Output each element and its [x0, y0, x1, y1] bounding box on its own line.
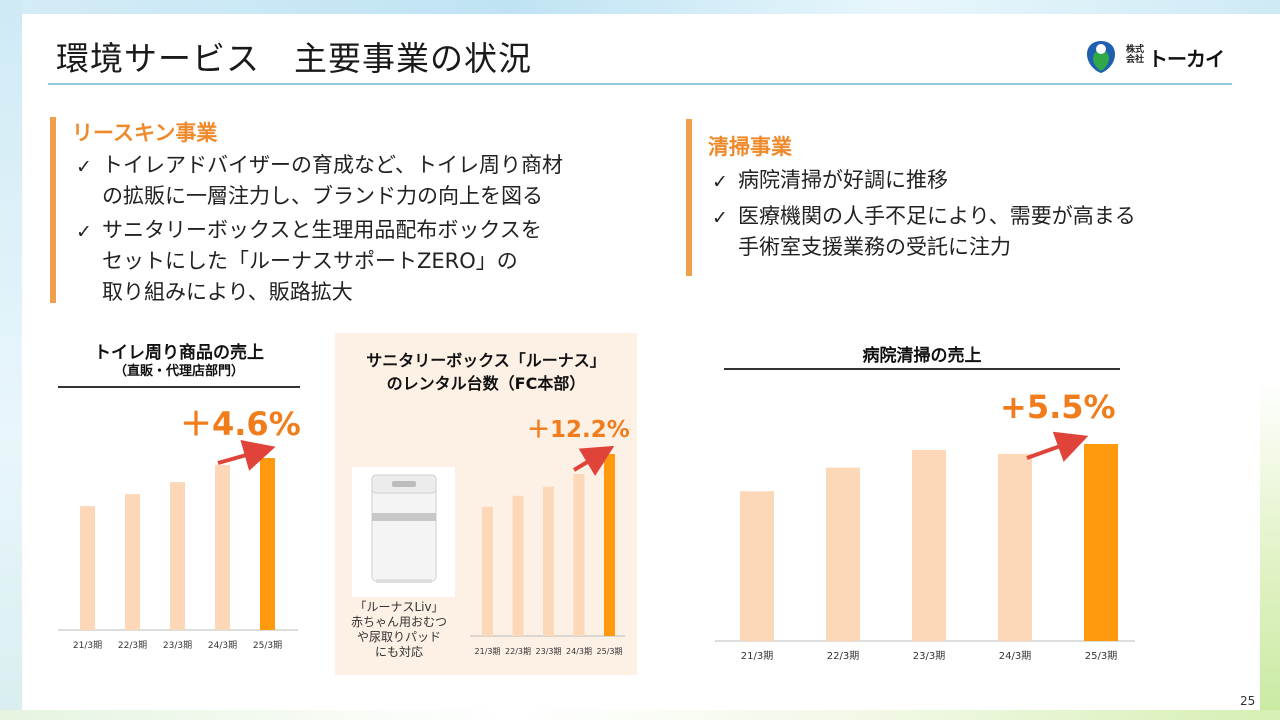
bar-22/3期 — [125, 494, 140, 630]
hospital-cleaning-chart: 21/3期 22/3期 23/3期 24/3期 25/3期 — [715, 431, 1135, 662]
bar-22/3期 — [512, 495, 524, 636]
toilet-sales-chart: 21/3期 22/3期 23/3期 24/3期 25/3期 — [58, 440, 298, 651]
bar-25/3期 — [260, 458, 275, 630]
x-tick-label: 24/3期 — [566, 647, 592, 656]
caption-line: 「ルーナスLiv」 — [354, 600, 444, 614]
luna-chart-title: サニタリーボックス「ルーナス」 — [366, 351, 606, 370]
bullet-line: トイレアドバイザーの育成など、トイレ周り商材 — [102, 153, 563, 177]
bullet-line: の拡販に一層注力し、ブランド力の向上を図る — [102, 184, 543, 208]
bullet-line: セットにした「ルーナスサポートZERO」の — [102, 249, 518, 273]
leaskin-bullet-2: サニタリーボックスと生理用品配布ボックスを セットにした「ルーナスサポートZER… — [102, 215, 542, 308]
cleaning-bullet-1: 病院清掃が好調に推移 — [738, 165, 948, 196]
x-tick-label: 25/3期 — [253, 640, 282, 651]
bullet-line: 医療機関の人手不足により、需要が高まる — [738, 204, 1136, 228]
decorative-left-band — [0, 0, 22, 720]
luna-growth-label: ＋12.2% — [527, 417, 630, 443]
x-tick-label: 22/3期 — [827, 650, 859, 662]
leaskin-bullet-1: トイレアドバイザーの育成など、トイレ周り商材 の拡販に一層注力し、ブランド力の向… — [102, 150, 563, 212]
x-tick-label: 21/3期 — [73, 640, 102, 651]
bar-21/3期 — [80, 506, 95, 630]
toilet-chart-title-rule — [58, 386, 300, 388]
growth-arrow-icon — [1026, 431, 1089, 462]
bullet-line: 病院清掃が好調に推移 — [738, 168, 948, 192]
x-tick-label: 22/3期 — [505, 647, 531, 656]
logo-small-line-1: 株式 — [1126, 45, 1145, 55]
bar-23/3期 — [543, 486, 554, 636]
caption-line: や尿取りパッド — [356, 630, 441, 644]
luna-liv-product-image — [352, 467, 455, 597]
toilet-chart-title: トイレ周り商品の売上 — [94, 343, 264, 363]
bar-23/3期 — [170, 482, 185, 630]
sanitary-box-icon — [371, 474, 437, 583]
bar-22/3期 — [826, 467, 860, 641]
caption-line: にも対応 — [374, 645, 423, 659]
x-tick-label: 24/3期 — [999, 650, 1031, 662]
luna-rental-chart: 21/3期 22/3期 23/3期 24/3期 25/3期 — [470, 445, 625, 656]
hospital-chart-title: 病院清掃の売上 — [862, 346, 982, 366]
check-icon: ✓ — [76, 221, 92, 243]
slide-title: 環境サービス 主要事業の状況 — [56, 39, 532, 78]
cleaning-section-heading: 清掃事業 — [708, 135, 792, 159]
caption-line: 赤ちゃん用おむつ — [350, 615, 447, 629]
bar-25/3期 — [604, 454, 615, 636]
growth-arrow-icon — [572, 445, 615, 477]
bullet-line: サニタリーボックスと生理用品配布ボックスを — [102, 218, 542, 242]
bar-24/3期 — [998, 453, 1032, 641]
logo-small-line-2: 会社 — [1126, 55, 1145, 65]
x-tick-label: 23/3期 — [913, 650, 945, 662]
toilet-chart-subtitle: （直販・代理店部門） — [113, 364, 244, 379]
growth-arrow-icon — [217, 440, 276, 471]
bar-23/3期 — [912, 449, 946, 641]
page-number: 25 — [1240, 694, 1256, 708]
cleaning-section-bar — [686, 119, 692, 276]
decorative-right-band — [1260, 380, 1280, 720]
bar-25/3期 — [1084, 444, 1118, 641]
decorative-top-band — [0, 0, 1280, 14]
x-tick-label: 21/3期 — [741, 650, 773, 662]
x-tick-label: 24/3期 — [208, 640, 237, 651]
bar-24/3期 — [573, 474, 585, 636]
bullet-line: 手術室支援業務の受託に注力 — [738, 235, 1011, 259]
title-divider — [48, 83, 1232, 85]
bar-21/3期 — [740, 491, 774, 641]
logo-company-name: トーカイ — [1148, 47, 1225, 71]
product-caption: 「ルーナスLiv」 赤ちゃん用おむつ や尿取りパッド にも対応 — [340, 600, 458, 660]
bar-21/3期 — [482, 506, 493, 636]
bullet-line: 取り組みにより、販路拡大 — [102, 280, 353, 304]
leaskin-section-heading: リースキン事業 — [72, 121, 218, 145]
logo-corporate-suffix: 株式 会社 — [1126, 45, 1144, 65]
x-tick-label: 23/3期 — [163, 640, 192, 651]
cleaning-bullet-2: 医療機関の人手不足により、需要が高まる 手術室支援業務の受託に注力 — [738, 201, 1136, 263]
hospital-growth-label: +5.5% — [1000, 388, 1116, 426]
x-tick-label: 23/3期 — [536, 647, 562, 656]
x-tick-label: 25/3期 — [597, 647, 623, 656]
check-icon: ✓ — [712, 171, 728, 193]
check-icon: ✓ — [712, 207, 728, 229]
leaskin-section-bar — [50, 117, 56, 303]
x-tick-label: 22/3期 — [118, 640, 147, 651]
company-logo-mark-icon — [1087, 41, 1115, 73]
x-tick-label: 25/3期 — [1085, 650, 1117, 662]
decorative-bottom-band — [0, 710, 1280, 720]
luna-chart-subtitle: のレンタル台数（FC本部） — [386, 374, 586, 393]
x-tick-label: 21/3期 — [475, 647, 501, 656]
check-icon: ✓ — [76, 156, 92, 178]
hospital-chart-title-rule — [724, 368, 1120, 370]
company-logo: 株式 会社 トーカイ — [1086, 40, 1226, 76]
toilet-growth-label: ＋4.6% — [180, 405, 301, 443]
bar-24/3期 — [215, 464, 230, 630]
